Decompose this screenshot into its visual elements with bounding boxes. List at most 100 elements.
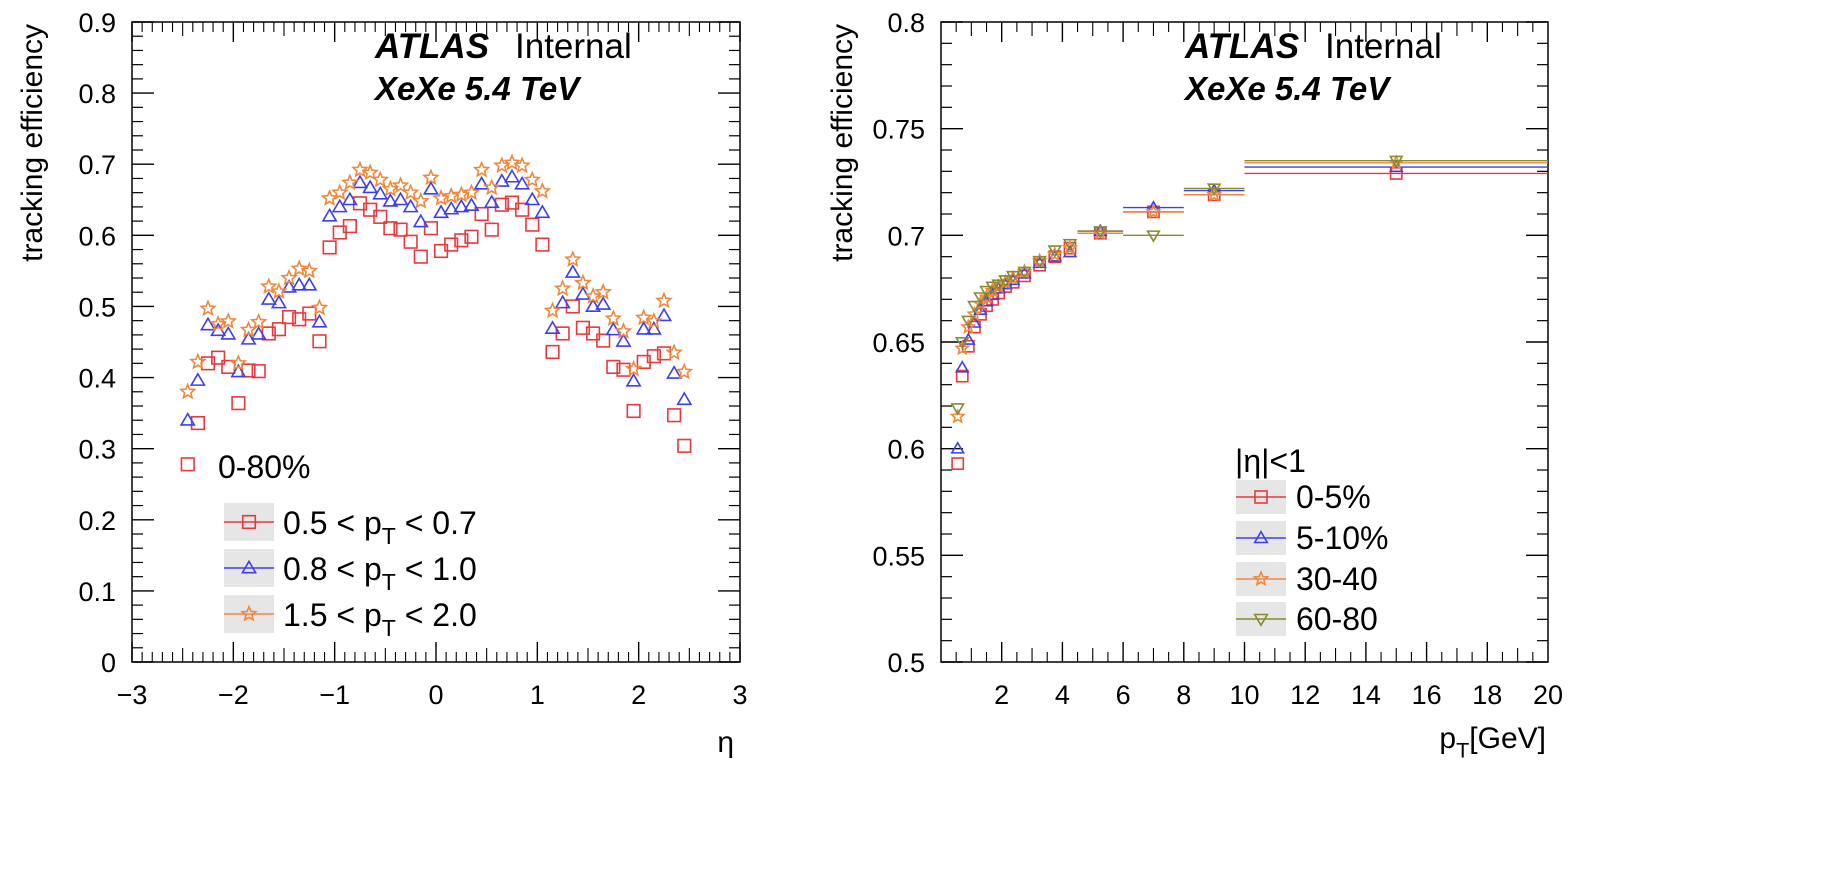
data-point	[626, 403, 641, 419]
data-point	[312, 334, 327, 349]
data-point	[646, 349, 661, 364]
data-point	[960, 318, 977, 334]
y-tick-label: 0.75	[872, 115, 925, 145]
data-point	[961, 332, 976, 345]
legend-entry: 5-10%	[1236, 520, 1389, 556]
data-point	[954, 339, 971, 356]
data-point	[554, 294, 571, 309]
data-point	[270, 294, 287, 309]
data-point	[1206, 183, 1222, 196]
y-tick-label: 0.65	[872, 328, 925, 358]
data-point	[250, 325, 267, 340]
x-tick-label: 20	[1533, 680, 1563, 710]
data-point	[553, 279, 572, 297]
data-point	[596, 333, 611, 348]
data-point	[189, 352, 207, 370]
legend-header: 0-80%	[218, 449, 311, 485]
data-point	[270, 282, 288, 300]
data-point	[504, 195, 520, 210]
data-point	[949, 408, 966, 424]
data-point	[1005, 270, 1021, 284]
x-tick-label: −2	[218, 680, 249, 710]
x-tick-label: 14	[1351, 680, 1381, 710]
legend-marker	[240, 559, 258, 574]
data-point	[973, 292, 988, 305]
data-point	[259, 277, 278, 295]
legend-marker	[241, 514, 257, 530]
y-tick-label: 0	[101, 648, 116, 678]
data-point	[1047, 245, 1063, 258]
data-point	[422, 168, 440, 186]
data-point	[463, 197, 480, 211]
x-tick-label: 16	[1412, 680, 1442, 710]
data-point	[667, 408, 682, 423]
data-point	[363, 202, 378, 217]
series-1	[179, 168, 693, 426]
data-point	[543, 301, 562, 319]
data-point	[493, 173, 510, 187]
data-point	[211, 350, 226, 365]
data-point	[645, 320, 662, 335]
legend-marker	[1253, 613, 1269, 627]
series-2	[949, 154, 1548, 424]
data-point	[260, 291, 277, 305]
data-point	[666, 365, 683, 379]
data-point	[231, 396, 246, 411]
data-point	[677, 438, 692, 453]
data-point	[564, 264, 581, 278]
data-point	[1206, 186, 1223, 202]
data-point	[991, 279, 1006, 292]
y-tick-label: 0.5	[887, 648, 925, 678]
data-point	[301, 276, 318, 291]
y-tick-label: 0.5	[78, 292, 116, 322]
data-point	[1388, 155, 1404, 169]
legend-marker	[1252, 570, 1270, 587]
data-point	[454, 233, 469, 248]
x-axis-title: η	[717, 726, 734, 759]
internal-label: Internal	[515, 27, 632, 66]
series-0	[180, 195, 692, 472]
data-point	[300, 261, 319, 279]
data-point	[515, 202, 530, 217]
data-point	[229, 354, 248, 371]
y-tick-label: 0.7	[887, 221, 925, 251]
data-point	[422, 180, 439, 195]
data-point	[249, 312, 268, 330]
data-point	[189, 372, 206, 386]
y-tick-label: 0.55	[872, 541, 925, 571]
data-point	[402, 198, 419, 213]
series-0	[951, 167, 1548, 470]
left-panel: 0 0.1 0.2 0.3 0.4 0.5 0.6 0.7 0.8 0.9 −3 −2 −1 0 1 2 3 η t…	[16, 8, 748, 759]
y-tick-label: 0.8	[887, 8, 925, 38]
data-point	[482, 178, 501, 196]
data-point	[533, 181, 552, 199]
data-point	[473, 175, 490, 190]
data-point	[514, 175, 531, 190]
data-point	[351, 160, 369, 178]
data-point	[444, 237, 459, 252]
data-point	[190, 415, 205, 431]
x-tick-label: 1	[530, 680, 545, 710]
legend-label: 30-40	[1296, 561, 1378, 597]
legend-marker	[240, 604, 258, 622]
data-point	[950, 441, 965, 454]
data-point	[331, 198, 348, 213]
data-point	[634, 308, 653, 326]
data-point	[604, 309, 623, 327]
x-tick-label: 0	[428, 680, 443, 710]
data-point	[1017, 266, 1032, 280]
data-point	[442, 186, 461, 204]
data-point	[411, 191, 430, 209]
data-point	[472, 160, 491, 178]
data-point	[382, 192, 399, 207]
y-tick-label: 0.7	[78, 150, 116, 180]
data-point	[180, 457, 195, 472]
data-point	[341, 173, 359, 191]
legend-entry: 60-80	[1236, 601, 1378, 637]
data-point	[251, 364, 266, 379]
data-point	[321, 207, 338, 222]
data-point	[1032, 255, 1047, 269]
legend-label: 60-80	[1296, 601, 1378, 637]
data-point	[565, 299, 580, 314]
